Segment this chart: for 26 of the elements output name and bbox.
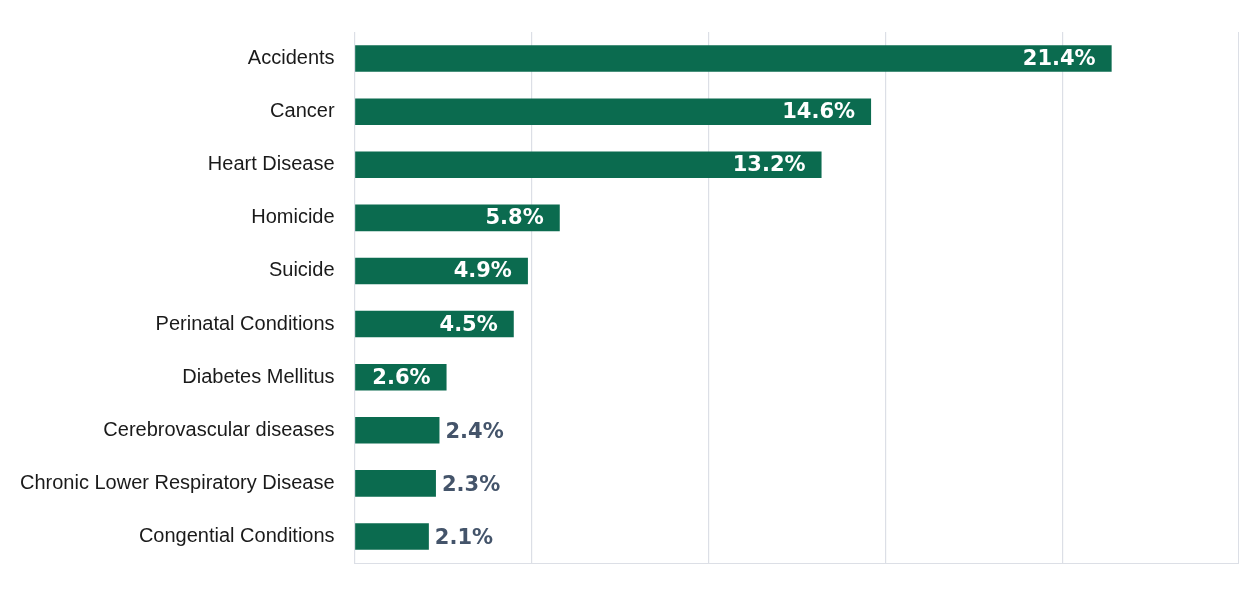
data-label: 4.9%	[453, 258, 512, 283]
bar	[355, 98, 872, 125]
data-label: 2.4%	[445, 418, 504, 443]
data-label: 2.1%	[434, 524, 494, 549]
y-tick-label: Cerebrovascular diseases	[103, 417, 335, 440]
data-label: 13.2%	[732, 152, 806, 177]
y-tick-label: Cancer	[270, 99, 335, 122]
data-label: 21.4%	[1022, 46, 1096, 70]
y-tick-label: Perinatal Conditions	[155, 311, 335, 334]
bar	[355, 151, 822, 179]
data-label: 4.5%	[439, 311, 498, 336]
y-tick-label: Heart Disease	[207, 152, 335, 175]
data-label: 5.8%	[485, 205, 544, 230]
y-tick-label: Congential Conditions	[138, 523, 335, 546]
y-tick-label: Chronic Lower Respiratory Disease	[19, 470, 335, 493]
data-label: 14.6%	[782, 99, 856, 124]
bar	[355, 416, 440, 444]
bar	[355, 470, 436, 497]
bar	[355, 45, 1112, 72]
y-tick-label: Suicide	[268, 258, 335, 281]
y-tick-label: Accidents	[247, 46, 335, 69]
y-tick-label: Diabetes Mellitus	[182, 364, 335, 387]
bar	[355, 523, 429, 550]
y-tick-label: Homicide	[251, 205, 335, 228]
data-label: 2.3%	[441, 471, 501, 496]
data-label: 2.6%	[372, 364, 431, 389]
